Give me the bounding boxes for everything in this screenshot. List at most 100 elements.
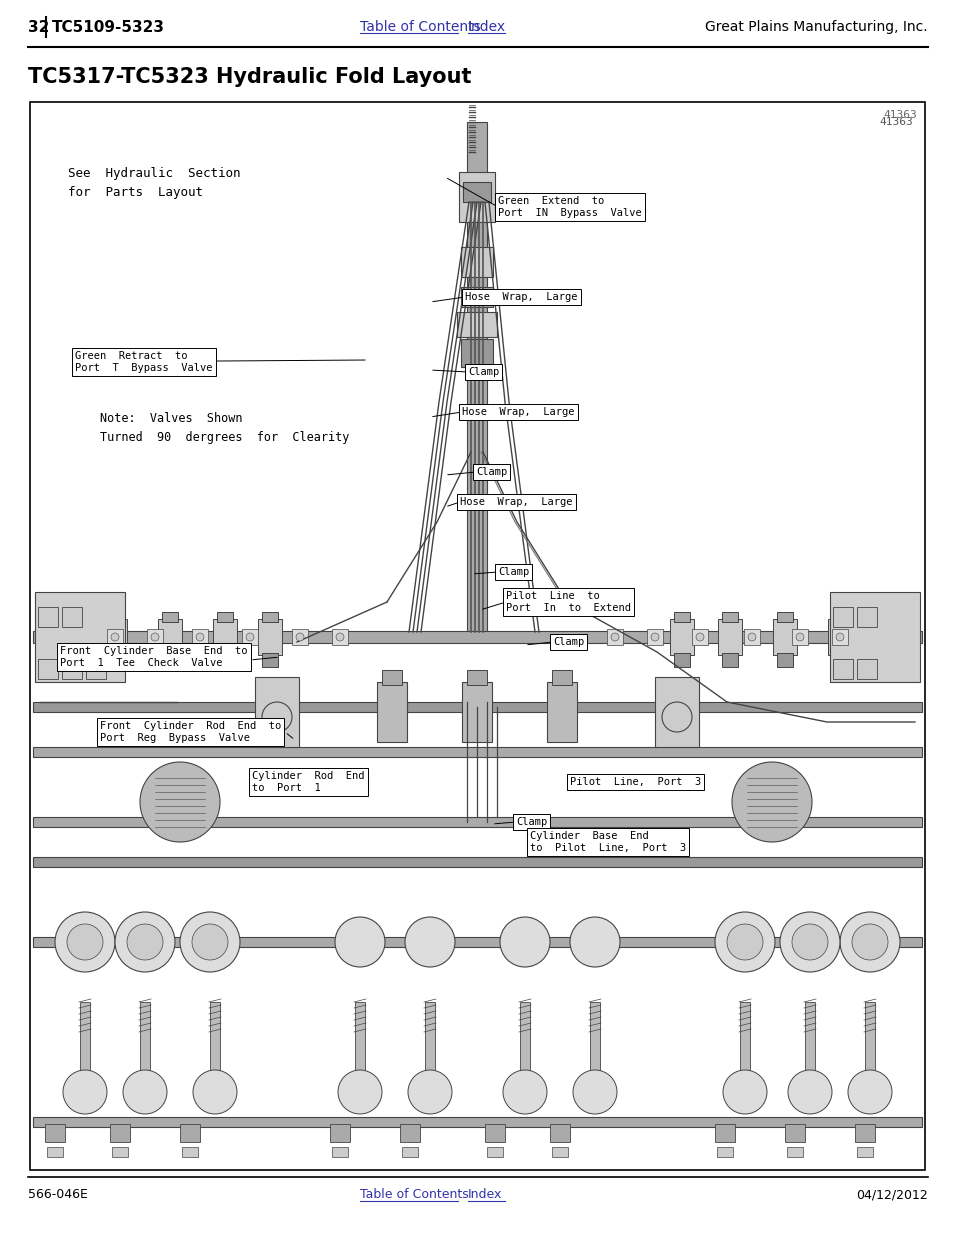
Circle shape: [835, 634, 843, 641]
Text: Table of Contents: Table of Contents: [359, 1188, 468, 1202]
Text: Note:  Valves  Shown
Turned  90  dergrees  for  Clearity: Note: Valves Shown Turned 90 dergrees fo…: [100, 412, 349, 445]
Bar: [33, 631, 921, 643]
Bar: [381, 671, 401, 685]
Text: 41363: 41363: [882, 110, 916, 120]
Text: Cylinder  Base  End
to  Pilot  Line,  Port  3: Cylinder Base End to Pilot Line, Port 3: [530, 831, 685, 853]
Circle shape: [610, 634, 618, 641]
Text: Cylinder  Rod  End
to  Port  1: Cylinder Rod End to Port 1: [252, 771, 364, 793]
Circle shape: [780, 911, 840, 972]
Bar: [376, 682, 407, 742]
Circle shape: [295, 634, 304, 641]
Circle shape: [123, 1070, 167, 1114]
Bar: [856, 606, 876, 627]
Text: Clamp: Clamp: [497, 567, 529, 577]
Text: Hose  Wrap,  Large: Hose Wrap, Large: [459, 496, 572, 508]
Bar: [262, 613, 277, 622]
Bar: [552, 671, 572, 685]
Bar: [714, 1124, 734, 1142]
Bar: [162, 613, 178, 622]
Bar: [458, 172, 495, 222]
Circle shape: [795, 634, 803, 641]
Bar: [112, 1147, 128, 1157]
Bar: [216, 653, 233, 667]
Bar: [33, 701, 921, 713]
Circle shape: [63, 1070, 107, 1114]
Bar: [786, 1147, 802, 1157]
Bar: [461, 682, 492, 742]
Bar: [242, 629, 257, 645]
Circle shape: [696, 634, 703, 641]
Text: Front  Cylinder  Base  End  to
Port  1  Tee  Check  Valve: Front Cylinder Base End to Port 1 Tee Ch…: [60, 646, 247, 668]
Bar: [262, 653, 277, 667]
Bar: [162, 653, 178, 667]
Bar: [721, 653, 738, 667]
Bar: [33, 937, 921, 947]
Bar: [740, 1002, 749, 1112]
Bar: [147, 629, 163, 645]
Text: 566-046E: 566-046E: [28, 1188, 88, 1202]
Circle shape: [193, 1070, 236, 1114]
Bar: [462, 182, 491, 203]
Bar: [80, 1002, 90, 1112]
Circle shape: [405, 918, 455, 967]
Bar: [856, 659, 876, 679]
Text: Pilot  Line,  Port  3: Pilot Line, Port 3: [569, 777, 700, 787]
Bar: [831, 629, 847, 645]
Bar: [107, 653, 123, 667]
Bar: [827, 619, 851, 655]
Text: 32: 32: [28, 20, 50, 35]
Bar: [460, 338, 493, 367]
Bar: [864, 1002, 874, 1112]
Circle shape: [502, 1070, 546, 1114]
Bar: [158, 619, 182, 655]
Text: Index: Index: [468, 20, 506, 35]
Circle shape: [722, 1070, 766, 1114]
Text: Clamp: Clamp: [476, 467, 507, 477]
Bar: [110, 1124, 130, 1142]
Bar: [691, 629, 707, 645]
Bar: [717, 1147, 732, 1157]
Bar: [330, 1124, 350, 1142]
Circle shape: [714, 911, 774, 972]
Circle shape: [650, 634, 659, 641]
Bar: [107, 629, 123, 645]
Bar: [216, 613, 233, 622]
Bar: [33, 818, 921, 827]
Circle shape: [731, 762, 811, 842]
Text: 04/12/2012: 04/12/2012: [856, 1188, 927, 1202]
Bar: [550, 1124, 569, 1142]
Text: TC5109-5323: TC5109-5323: [52, 20, 165, 35]
Circle shape: [787, 1070, 831, 1114]
Circle shape: [192, 924, 228, 960]
Circle shape: [180, 911, 240, 972]
Text: Green  Extend  to
Port  IN  Bypass  Valve: Green Extend to Port IN Bypass Valve: [497, 196, 641, 219]
Bar: [424, 1002, 435, 1112]
Bar: [35, 592, 125, 682]
Text: See  Hydraulic  Section
for  Parts  Layout: See Hydraulic Section for Parts Layout: [68, 167, 240, 199]
Bar: [47, 1147, 63, 1157]
Circle shape: [851, 924, 887, 960]
Bar: [673, 613, 689, 622]
Circle shape: [408, 1070, 452, 1114]
Circle shape: [151, 634, 159, 641]
Circle shape: [335, 634, 344, 641]
Text: TC5317-TC5323 Hydraulic Fold Layout: TC5317-TC5323 Hydraulic Fold Layout: [28, 67, 471, 86]
Bar: [829, 592, 919, 682]
Bar: [192, 629, 208, 645]
Text: Table of Contents: Table of Contents: [359, 20, 480, 35]
Bar: [856, 1147, 872, 1157]
Bar: [776, 613, 792, 622]
Bar: [486, 1147, 502, 1157]
Circle shape: [747, 634, 755, 641]
Circle shape: [840, 911, 899, 972]
Bar: [831, 613, 847, 622]
Bar: [180, 1124, 200, 1142]
Bar: [669, 619, 693, 655]
Bar: [332, 629, 348, 645]
Bar: [791, 629, 807, 645]
Text: Clamp: Clamp: [553, 637, 583, 647]
Bar: [519, 1002, 530, 1112]
Bar: [467, 671, 486, 685]
Bar: [718, 619, 741, 655]
Bar: [484, 1124, 504, 1142]
